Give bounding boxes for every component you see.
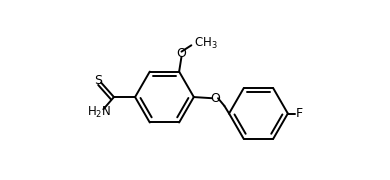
Text: F: F [296, 107, 303, 120]
Text: S: S [94, 74, 102, 87]
Text: O: O [177, 48, 186, 60]
Text: O: O [210, 92, 220, 105]
Text: H$_2$N: H$_2$N [87, 105, 111, 120]
Text: CH$_3$: CH$_3$ [194, 36, 218, 51]
